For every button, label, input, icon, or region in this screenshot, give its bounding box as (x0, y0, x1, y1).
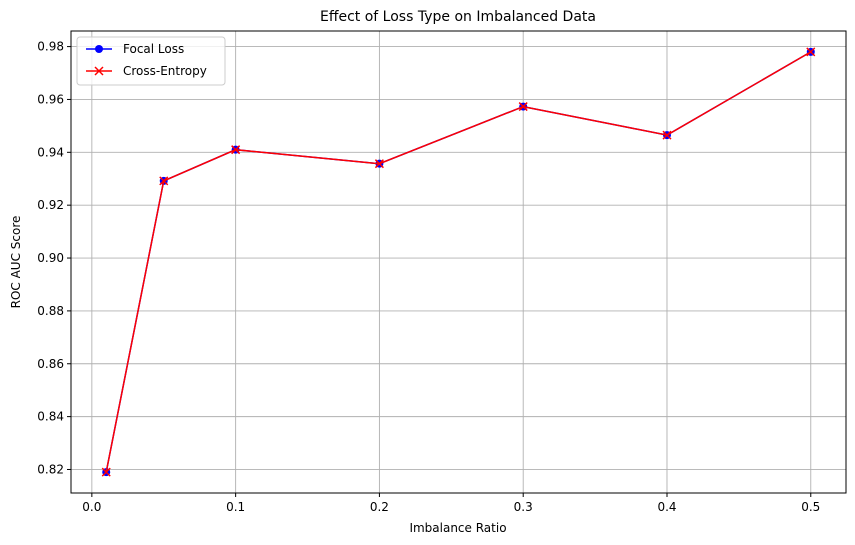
legend-marker-focal-loss (95, 45, 103, 53)
plot-area-frame (70, 30, 847, 494)
data-point-cross-entropy (518, 102, 528, 112)
x-tick-label: 0.0 (82, 500, 101, 514)
grid-lines (71, 31, 846, 493)
y-tick-label: 0.86 (37, 357, 64, 371)
x-axis-label: Imbalance Ratio (409, 521, 506, 535)
y-tick-label: 0.96 (37, 92, 64, 106)
y-axis: 0.82 0.84 0.86 0.88 0.90 0.92 0.94 0.96 0.98 (37, 40, 71, 476)
x-tick-label: 0.4 (657, 500, 676, 514)
x-tick-label: 0.2 (370, 500, 389, 514)
data-point-cross-entropy (159, 176, 169, 186)
legend-label-focal-loss: Focal Loss (123, 42, 184, 56)
y-tick-label: 0.88 (37, 304, 64, 318)
y-tick-label: 0.94 (37, 145, 64, 159)
data-point-cross-entropy (101, 467, 111, 477)
y-tick-label: 0.90 (37, 251, 64, 265)
x-tick-label: 0.3 (514, 500, 533, 514)
series-layer (101, 47, 816, 477)
x-axis: 0.0 0.1 0.2 0.3 0.4 0.5 (82, 493, 820, 514)
data-point-cross-entropy (662, 130, 672, 140)
series-line-cross-entropy (105, 51, 812, 473)
data-point-cross-entropy (231, 145, 241, 155)
x-tick-label: 0.1 (226, 500, 245, 514)
data-point-cross-entropy (806, 47, 816, 57)
legend-box (76, 36, 226, 86)
x-tick-label: 0.5 (801, 500, 820, 514)
y-tick-label: 0.92 (37, 198, 64, 212)
y-tick-label: 0.82 (37, 462, 64, 476)
legend: Focal Loss Cross-Entropy (76, 36, 226, 86)
y-tick-label: 0.98 (37, 40, 64, 54)
y-axis-label: ROC AUC Score (9, 216, 23, 309)
legend-marker-cross-entropy (94, 66, 104, 76)
data-point-cross-entropy (374, 159, 384, 169)
chart-title: Effect of Loss Type on Imbalanced Data (320, 9, 596, 25)
series-line-focal-loss (105, 51, 812, 473)
legend-label-cross-entropy: Cross-Entropy (123, 64, 207, 78)
y-tick-label: 0.84 (37, 410, 64, 424)
